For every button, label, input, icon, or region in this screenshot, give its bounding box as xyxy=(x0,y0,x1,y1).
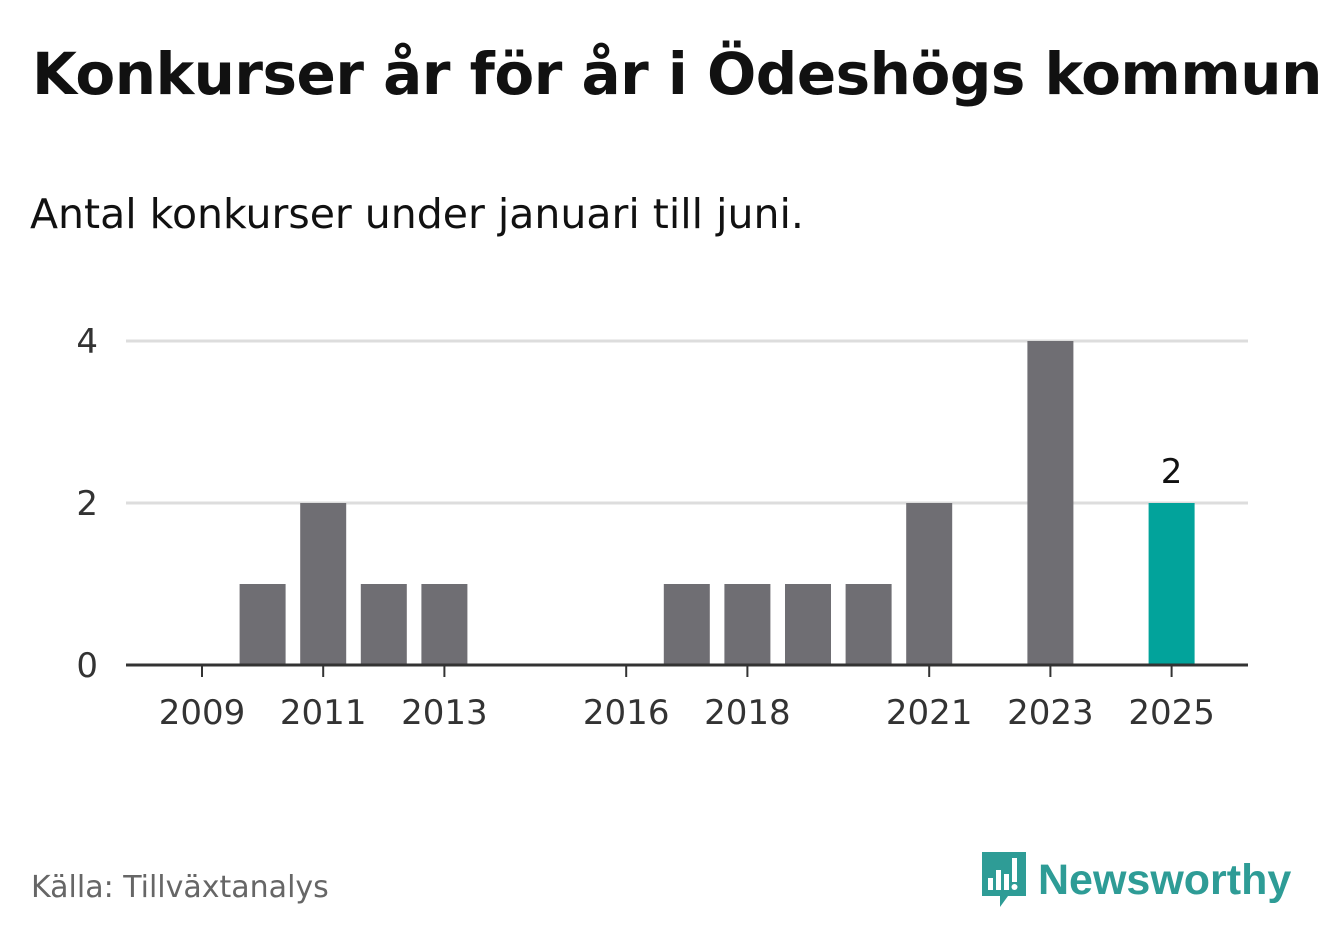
bar-2023 xyxy=(1027,341,1074,665)
x-tick-label: 2016 xyxy=(583,693,670,733)
bar-chart: 0 2 4 2009 2011 2013 2016 2018 2021 2023 2025 2 xyxy=(76,322,1248,733)
bar-chart-speech-bubble-icon xyxy=(982,852,1026,907)
bar-2025 xyxy=(1148,503,1195,665)
bar-2019 xyxy=(785,584,831,665)
chart-subtitle: Antal konkurser under januari till juni. xyxy=(30,190,804,238)
x-tick-label: 2023 xyxy=(1007,693,1094,733)
bar-2010 xyxy=(239,584,286,665)
y-tick-label: 4 xyxy=(76,322,98,362)
x-tick-label: 2025 xyxy=(1128,693,1215,733)
brand-logo: Newsworthy xyxy=(980,850,1291,910)
bar-2020 xyxy=(845,584,892,665)
data-label: 2 xyxy=(1161,452,1183,492)
x-tick-label: 2013 xyxy=(401,693,488,733)
bar-2021 xyxy=(906,503,953,665)
bar-2018 xyxy=(724,584,771,665)
bar-2017 xyxy=(663,584,710,665)
x-tick-label: 2021 xyxy=(886,693,973,733)
y-tick-label: 0 xyxy=(76,646,98,686)
bar-2013 xyxy=(421,584,468,665)
x-tick-label: 2009 xyxy=(159,693,246,733)
bar-2012 xyxy=(360,584,407,665)
x-tick-label: 2011 xyxy=(280,693,367,733)
source-note: Källa: Tillväxtanalys xyxy=(31,870,329,905)
brand-name: Newsworthy xyxy=(1038,855,1292,904)
x-tick-label: 2018 xyxy=(704,693,791,733)
chart-title: Konkurser år för år i Ödeshögs kommun xyxy=(32,40,1322,108)
bar-2011 xyxy=(300,503,347,665)
y-tick-label: 2 xyxy=(76,484,98,524)
